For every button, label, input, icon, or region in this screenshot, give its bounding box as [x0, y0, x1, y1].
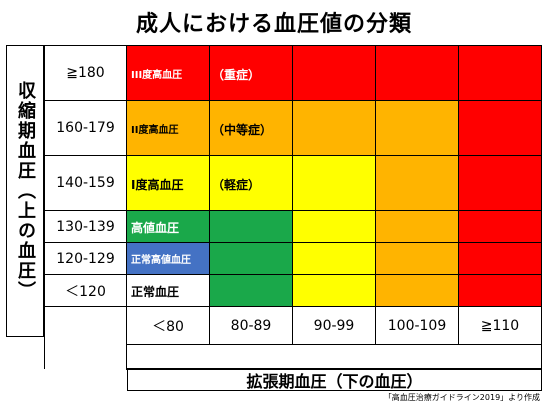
heatmap-cell — [459, 243, 542, 275]
x-tick-label: 80-89 — [210, 307, 293, 345]
heatmap-cell — [210, 46, 293, 101]
heatmap-cell — [376, 156, 459, 211]
heatmap-cell — [127, 275, 210, 307]
y-axis-label-box: 収縮期血圧（上の血圧） — [6, 45, 44, 337]
heatmap-cell — [210, 275, 293, 307]
y-tick-label: 140-159 — [45, 156, 127, 211]
bp-grid: ≧180 III度高血圧 （重症） 160-179 II度高血圧 （中等症） 140-159… — [44, 45, 542, 370]
y-tick-label: ＜120 — [45, 275, 127, 307]
x-tick-label: ＜80 — [127, 307, 210, 345]
heatmap-cell — [293, 46, 376, 101]
category-severity-label: （中等症） — [212, 122, 273, 137]
heatmap-cell — [210, 211, 293, 243]
heatmap-cell — [293, 101, 376, 156]
heatmap-cell — [376, 275, 459, 307]
heatmap-cell — [210, 243, 293, 275]
heatmap-cell — [293, 243, 376, 275]
x-axis-label: 拡張期血圧（下の血圧） — [127, 369, 542, 391]
heatmap-cell — [293, 211, 376, 243]
heatmap-cell — [127, 101, 210, 156]
chart-title: 成人における血圧値の分類 — [135, 12, 412, 37]
heatmap-cell — [459, 46, 542, 101]
x-tick-label: 100-109 — [376, 307, 459, 345]
heatmap-cell — [376, 243, 459, 275]
heatmap-cell — [376, 211, 459, 243]
source-note: 「高血圧治療ガイドライン2019」より作成 — [383, 393, 540, 402]
heatmap-cell — [459, 101, 542, 156]
heatmap-cell — [293, 156, 376, 211]
heatmap-cell — [459, 275, 542, 307]
heatmap-cell — [127, 211, 210, 243]
heatmap-cell — [210, 101, 293, 156]
x-tick-label: 90-99 — [293, 307, 376, 345]
heatmap-cell — [459, 211, 542, 243]
heatmap-cell — [459, 156, 542, 211]
y-tick-label: 130-139 — [45, 211, 127, 243]
category-label: 正常高値血圧 — [131, 255, 191, 266]
y-axis-label: 収縮期血圧（上の血圧） — [15, 81, 36, 301]
category-label: III度高血圧 — [131, 69, 183, 81]
category-label: 高値血圧 — [131, 221, 180, 235]
y-tick-label: 120-129 — [45, 243, 127, 275]
y-tick-label: ≧180 — [45, 46, 127, 101]
y-tick-label: 160-179 — [45, 101, 127, 156]
heatmap-cell — [210, 156, 293, 211]
category-severity-label: （重症） — [212, 67, 261, 82]
heatmap-cell — [293, 275, 376, 307]
grid-corner — [45, 307, 127, 370]
heatmap-cell — [127, 156, 210, 211]
heatmap-cell — [376, 46, 459, 101]
category-label: I度高血圧 — [131, 177, 184, 192]
category-label: II度高血圧 — [131, 124, 179, 136]
x-tick-label: ≧110 — [459, 307, 542, 345]
heatmap-cell — [376, 101, 459, 156]
heatmap-cell — [127, 46, 210, 101]
heatmap-cell — [127, 243, 210, 275]
category-severity-label: （軽症） — [212, 177, 261, 192]
category-label: 正常血圧 — [131, 285, 180, 299]
